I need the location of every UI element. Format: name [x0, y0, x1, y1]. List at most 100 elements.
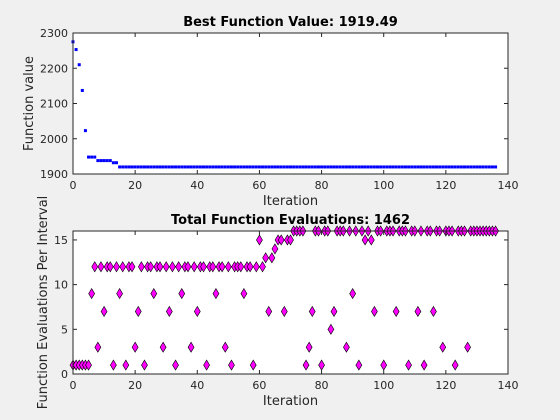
best-value-point — [341, 165, 345, 169]
best-value-point — [481, 165, 485, 169]
best-value-point — [77, 63, 81, 67]
best-value-point — [332, 165, 336, 169]
best-value-point — [329, 165, 333, 169]
best-value-point — [369, 165, 373, 169]
best-value-point — [167, 165, 171, 169]
evaluation-diamond — [420, 359, 428, 371]
best-value-x-tick-label: 80 — [315, 179, 329, 192]
best-value-point — [142, 165, 146, 169]
best-value-point — [435, 165, 439, 169]
evaluation-diamond — [271, 243, 279, 255]
best-value-x-tick-label: 100 — [373, 179, 394, 192]
best-value-point — [127, 165, 131, 169]
best-value-point — [245, 165, 249, 169]
evaluations-x-tick-label: 60 — [252, 379, 266, 392]
best-value-point — [155, 165, 159, 169]
best-value-point — [344, 165, 348, 169]
evaluations-x-tick-label: 100 — [373, 379, 394, 392]
evaluation-diamond — [367, 234, 375, 246]
best-value-x-tick-label: 140 — [498, 179, 519, 192]
best-value-y-ticks: 1900 2000 2100 2200 2300 — [40, 27, 508, 181]
best-value-point — [431, 165, 435, 169]
evaluation-diamond — [209, 261, 217, 273]
best-value-point — [99, 159, 103, 163]
best-value-point — [217, 165, 221, 169]
best-value-point — [407, 165, 411, 169]
best-value-point — [310, 165, 314, 169]
best-value-point — [472, 165, 476, 169]
best-value-point — [93, 155, 97, 159]
best-value-point — [257, 165, 261, 169]
best-value-title: Best Function Value: 1919.49 — [183, 15, 398, 30]
best-value-point — [494, 165, 498, 169]
best-value-point — [422, 165, 426, 169]
evaluation-diamond — [159, 341, 167, 353]
best-value-point — [108, 159, 112, 163]
best-value-point — [428, 165, 432, 169]
evaluations-x-tick-label: 40 — [190, 379, 204, 392]
evaluation-diamond — [252, 261, 260, 273]
best-value-point — [279, 165, 283, 169]
evaluation-diamond — [165, 305, 173, 318]
best-value-y-tick-label: 1900 — [40, 168, 68, 181]
evaluations-y-tick-label: 10 — [54, 279, 68, 292]
best-value-point — [158, 165, 162, 169]
evaluations-x-tick-label: 0 — [70, 379, 77, 392]
best-value-point — [139, 165, 143, 169]
best-value-point — [105, 159, 109, 163]
best-value-y-tick-label: 2200 — [40, 62, 68, 75]
evaluation-diamond — [128, 261, 136, 273]
best-value-point — [316, 165, 320, 169]
evaluation-diamond — [193, 305, 201, 318]
best-value-point — [164, 165, 168, 169]
evaluation-diamond — [451, 359, 459, 371]
evaluation-diamond — [414, 305, 422, 318]
best-value-point — [261, 165, 265, 169]
evaluation-diamond — [184, 261, 192, 273]
evaluations-x-tick-label: 20 — [128, 379, 142, 392]
best-value-point — [376, 165, 379, 169]
best-value-point — [354, 165, 358, 169]
evaluation-diamond — [327, 323, 335, 335]
evaluations-markers — [69, 225, 499, 371]
best-value-point — [444, 165, 448, 169]
evaluation-diamond — [225, 261, 232, 273]
best-value-point — [285, 165, 289, 169]
best-value-point — [192, 165, 196, 169]
evaluation-diamond — [237, 261, 245, 273]
best-value-point — [357, 165, 361, 169]
best-value-point — [301, 165, 305, 169]
best-value-point — [267, 165, 271, 169]
best-value-point — [136, 165, 140, 169]
evaluation-diamond — [200, 261, 207, 273]
evaluation-diamond — [392, 305, 400, 318]
best-value-point — [223, 165, 227, 169]
best-value-point — [183, 165, 187, 169]
best-value-point — [456, 165, 460, 169]
best-value-point — [96, 159, 100, 163]
best-value-point — [87, 155, 91, 159]
evaluation-diamond — [302, 359, 310, 371]
best-value-point — [400, 165, 404, 169]
evaluation-diamond — [330, 305, 338, 318]
best-value-point — [466, 165, 470, 169]
best-value-point — [487, 165, 491, 169]
best-value-point — [450, 165, 454, 169]
evaluation-diamond — [119, 261, 127, 273]
evaluation-diamond — [203, 359, 210, 371]
best-value-point — [453, 165, 457, 169]
evaluations-x-tick-label: 140 — [498, 379, 519, 392]
evaluation-diamond — [262, 252, 269, 264]
best-value-point — [220, 165, 224, 169]
best-value-point — [115, 161, 118, 165]
best-value-xlabel: Iteration — [263, 194, 318, 209]
evaluation-diamond — [187, 341, 195, 353]
evaluation-diamond — [405, 359, 412, 371]
evaluation-diamond — [305, 341, 313, 353]
best-value-point — [394, 165, 398, 169]
best-value-point — [320, 165, 324, 169]
evaluation-diamond — [355, 359, 363, 371]
best-value-point — [379, 165, 383, 169]
best-value-point — [83, 129, 87, 133]
